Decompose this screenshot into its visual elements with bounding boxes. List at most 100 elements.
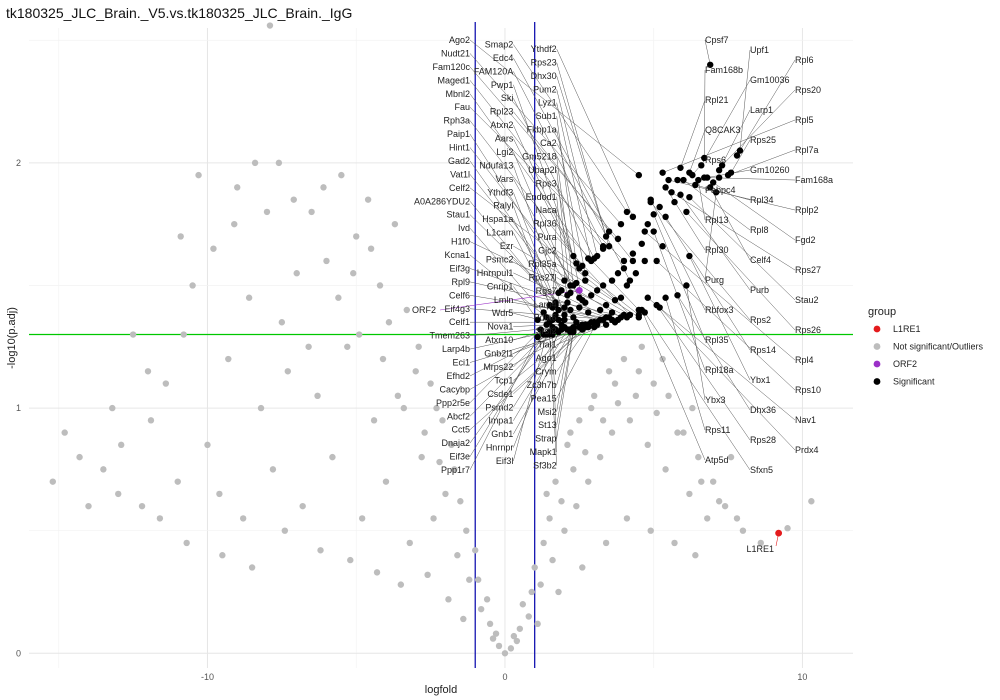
point-not-significant (653, 409, 660, 417)
significant-leader (469, 39, 639, 176)
significant-label: Eif3l (496, 456, 514, 466)
significant-label: Celf2 (449, 183, 470, 193)
point-significant (561, 304, 568, 311)
significant-label: Rpl30 (705, 245, 729, 255)
legend-swatch (873, 378, 881, 385)
significant-label: Gnb2l1 (484, 349, 513, 359)
point-not-significant (757, 539, 764, 547)
significant-label: Rpl36 (533, 219, 557, 229)
significant-label: St13 (538, 420, 557, 430)
point-significant (585, 309, 592, 316)
significant-label: Paip1 (447, 129, 470, 139)
point-not-significant (510, 632, 518, 640)
significant-label: Gm10036 (750, 75, 790, 85)
significant-label: Dhx36 (750, 405, 776, 415)
point-significant (733, 152, 741, 159)
point-significant (534, 333, 541, 341)
point-not-significant (350, 270, 357, 277)
significant-leader (513, 98, 595, 259)
point-not-significant (284, 368, 292, 375)
point-not-significant (727, 453, 735, 461)
significant-leader (736, 59, 796, 156)
point-significant (552, 311, 559, 319)
significant-label: Cnrip1 (487, 281, 514, 291)
significant-label: Stau2 (795, 295, 819, 305)
axis-ticks: -10 0 10 0 1 2 (16, 158, 807, 682)
point-not-significant (406, 539, 413, 547)
significant-label: Rpl21 (705, 95, 729, 105)
legend-entry: Significant (893, 377, 935, 387)
significant-label: Rps28 (750, 435, 776, 445)
point-not-significant (49, 478, 56, 485)
significant-leader (739, 49, 751, 151)
significant-label: Zc3h7b (527, 380, 557, 390)
point-significant (707, 61, 714, 68)
point-not-significant (251, 159, 259, 167)
point-l1re1 (775, 529, 783, 537)
point-not-significant (614, 399, 622, 407)
significant-leader (469, 201, 556, 306)
significant-label: Csde1 (487, 389, 513, 399)
x-tick-label: -10 (201, 672, 214, 682)
plot-panel (29, 28, 853, 668)
significant-leader (469, 93, 589, 259)
significant-leader (513, 245, 631, 316)
point-not-significant (442, 490, 449, 498)
significant-label: Kcna1 (444, 250, 470, 260)
significant-label: Cpsf7 (705, 35, 729, 45)
significant-label: Ca2 (540, 138, 557, 148)
point-not-significant (275, 159, 283, 167)
point-significant (564, 299, 571, 306)
significant-label: Ivd (458, 223, 470, 233)
point-significant (582, 277, 589, 284)
significant-leader (513, 331, 571, 435)
point-significant (701, 174, 708, 181)
significant-leader (469, 53, 622, 225)
point-significant (707, 184, 714, 191)
point-not-significant (561, 527, 568, 534)
point-significant (718, 162, 726, 169)
significant-label: Ski (501, 93, 514, 103)
significant-label: Edc4 (493, 53, 514, 63)
point-not-significant (704, 515, 711, 522)
point-significant (659, 243, 666, 250)
significant-label: Rpl9 (451, 277, 470, 287)
significant-label: Smap2 (485, 39, 514, 49)
point-not-significant (248, 564, 256, 571)
point-not-significant (644, 441, 651, 449)
significant-leader (650, 201, 751, 321)
significant-leader (556, 48, 634, 217)
point-not-significant (486, 620, 494, 628)
point-significant (709, 179, 717, 186)
point-not-significant (144, 368, 152, 375)
point-not-significant (686, 490, 693, 498)
point-significant (593, 252, 601, 260)
point-significant (608, 277, 616, 284)
point-significant (680, 176, 687, 184)
significant-label: Psmc2 (486, 254, 514, 264)
significant-leader (656, 260, 796, 391)
point-not-significant (147, 417, 155, 424)
point-not-significant (576, 417, 583, 424)
point-not-significant (263, 208, 271, 216)
significant-label: Upf1 (750, 45, 769, 55)
point-not-significant (364, 196, 372, 203)
significant-label: Efhd2 (446, 371, 470, 381)
point-not-significant (335, 294, 342, 301)
significant-label: Larp4b (442, 344, 470, 354)
significant-leader (513, 312, 550, 323)
significant-label: Rps27 (795, 265, 821, 275)
point-not-significant (403, 306, 410, 314)
significant-label: Fgd2 (795, 235, 816, 245)
point-not-significant (189, 282, 196, 289)
significant-leader (469, 227, 544, 313)
point-not-significant (358, 515, 366, 522)
significant-label: Nova1 (487, 322, 513, 332)
significant-label: Rpl35 (705, 335, 729, 345)
significant-leader (469, 120, 583, 267)
point-not-significant (385, 319, 393, 326)
point-significant (605, 243, 613, 250)
point-not-significant (162, 380, 170, 387)
point-significant (641, 257, 648, 265)
significant-label: Rph3a (443, 116, 470, 126)
